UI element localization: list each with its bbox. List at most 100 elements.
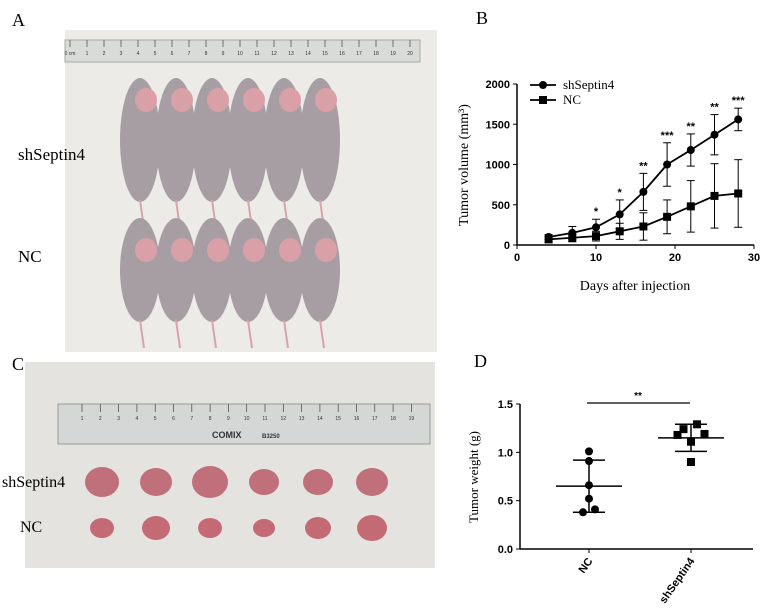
ruler-tick-label: 0 cm	[65, 51, 76, 57]
group-label-shseptin4: shSeptin4	[18, 145, 86, 164]
ruler-tick-label: 14	[317, 416, 323, 422]
significance-mark: **	[687, 121, 696, 133]
tumor-nc	[90, 518, 114, 538]
ruler-tick-label: 16	[354, 416, 360, 422]
ruler-tick-label: 9	[227, 416, 230, 422]
data-point	[679, 425, 688, 434]
ruler-tick-label: 4	[136, 416, 139, 422]
ruler-tick-label: 7	[188, 51, 191, 57]
significance-mark: **	[710, 102, 719, 114]
mouse-tumor	[171, 88, 193, 112]
x-axis-label: Days after injection	[580, 279, 690, 294]
data-point	[687, 437, 695, 446]
y-tick-label: 1.0	[498, 447, 513, 459]
ruler-tick-label: 17	[372, 416, 378, 422]
x-tick-label: 10	[590, 252, 602, 264]
data-point	[544, 235, 553, 244]
data-point	[734, 189, 743, 198]
y-tick-label: 1.5	[498, 399, 513, 411]
panel-b-label: B	[476, 8, 488, 28]
legend-nc: NC	[563, 92, 581, 107]
y-axis-label: Tumor weight (g)	[466, 431, 481, 523]
tumor-nc	[142, 516, 170, 540]
data-point	[710, 130, 719, 139]
data-point	[687, 458, 695, 466]
tumor-shseptin4	[85, 467, 119, 497]
mouse-tumor	[279, 88, 301, 112]
mouse	[192, 218, 232, 322]
data-point	[579, 508, 587, 517]
mouse-tumor	[315, 88, 337, 112]
ruler-tick-label: 6	[172, 416, 175, 422]
significance-mark: ***	[661, 130, 675, 142]
ruler-tick-label: 8	[209, 416, 212, 422]
mouse-tumor	[135, 238, 157, 262]
ruler-tick-label: 15	[322, 51, 328, 57]
ruler-tick-label: 4	[137, 51, 140, 57]
mouse-tumor	[135, 88, 157, 112]
ruler-tick-label: 11	[262, 416, 267, 422]
mouse-tail	[283, 319, 289, 349]
data-point	[592, 223, 600, 232]
significance-mark: **	[639, 160, 648, 172]
tumor-shseptin4	[192, 466, 228, 498]
y-tick-label: 500	[492, 200, 510, 212]
legend-marker-circle	[539, 81, 547, 89]
y-tick-label: 0.5	[498, 496, 513, 508]
panel-a-label: A	[12, 10, 25, 30]
x-tick-label: 0	[514, 252, 520, 264]
ruler-tick-label: 6	[171, 51, 174, 57]
significance-mark: *	[618, 187, 623, 199]
tumor-nc	[198, 518, 222, 538]
panel-c: C 1 2 3 4 5 6 7 8 9 10 11 12 13 14 15 16 17 18 19 COMIX B3…	[2, 354, 435, 568]
ruler-tick-label: 5	[154, 51, 157, 57]
significance-mark: **	[634, 391, 642, 402]
mouse	[120, 218, 160, 322]
data-point	[663, 212, 672, 221]
group-label-shseptin4: shSeptin4	[2, 474, 65, 491]
mouse	[156, 218, 196, 322]
data-point	[639, 187, 648, 196]
data-point	[686, 146, 695, 155]
tumor-shseptin4	[356, 468, 388, 496]
ruler-tick-label: 13	[299, 416, 305, 422]
y-tick-label: 1000	[486, 160, 510, 172]
y-tick-label: 0.0	[498, 544, 513, 556]
x-tick-label: shSeptin4	[657, 555, 697, 606]
ruler-tick-label: 13	[288, 51, 294, 57]
mouse-tail	[211, 319, 217, 349]
ruler-tick-label: 19	[409, 416, 415, 422]
mouse-tumor	[207, 88, 229, 112]
data-point	[700, 429, 709, 438]
panel-c-label: C	[12, 354, 24, 374]
ruler-tick-label: 7	[190, 416, 193, 422]
panel-a: A 0 cm 1 2 3 4 5 6 7 8 9 10 11 12 13 14 15 16 17 18 19 20 sh…	[12, 10, 437, 352]
mouse-tumor	[171, 238, 193, 262]
mouse-tail	[247, 319, 253, 349]
ruler-tick-label: 16	[339, 51, 345, 57]
group-label-nc: NC	[20, 519, 42, 536]
tumor-weight-chart: 0.0 0.5 1.0 1.5 NC shSeptin4 **	[498, 391, 753, 606]
data-point	[615, 210, 624, 219]
ruler-brand: COMIX	[212, 430, 242, 440]
mouse	[264, 218, 304, 322]
x-tick-label: 20	[669, 252, 681, 264]
mouse-tumor	[207, 238, 229, 262]
mouse-tail	[319, 319, 325, 349]
ruler-tick-label: 2	[99, 416, 102, 422]
data-point	[693, 420, 701, 429]
group-label-nc: NC	[18, 247, 42, 266]
ruler-tick-label: 18	[373, 51, 379, 57]
ruler-tick-label: 17	[356, 51, 362, 57]
significance-mark: *	[594, 206, 599, 218]
ruler-tick-label: 18	[390, 416, 396, 422]
ruler-model: B3250	[262, 434, 280, 440]
data-point	[639, 222, 648, 231]
significance-mark: ***	[732, 95, 746, 107]
ruler-tick-label: 9	[222, 51, 225, 57]
data-point	[568, 233, 577, 242]
legend-shseptin4: shSeptin4	[563, 77, 615, 92]
tumor-nc	[253, 519, 275, 537]
panel-d: D 0.0 0.5 1.0 1.5 NC shSeptin4 ** Tumor weight…	[466, 351, 753, 606]
mouse	[300, 218, 340, 322]
